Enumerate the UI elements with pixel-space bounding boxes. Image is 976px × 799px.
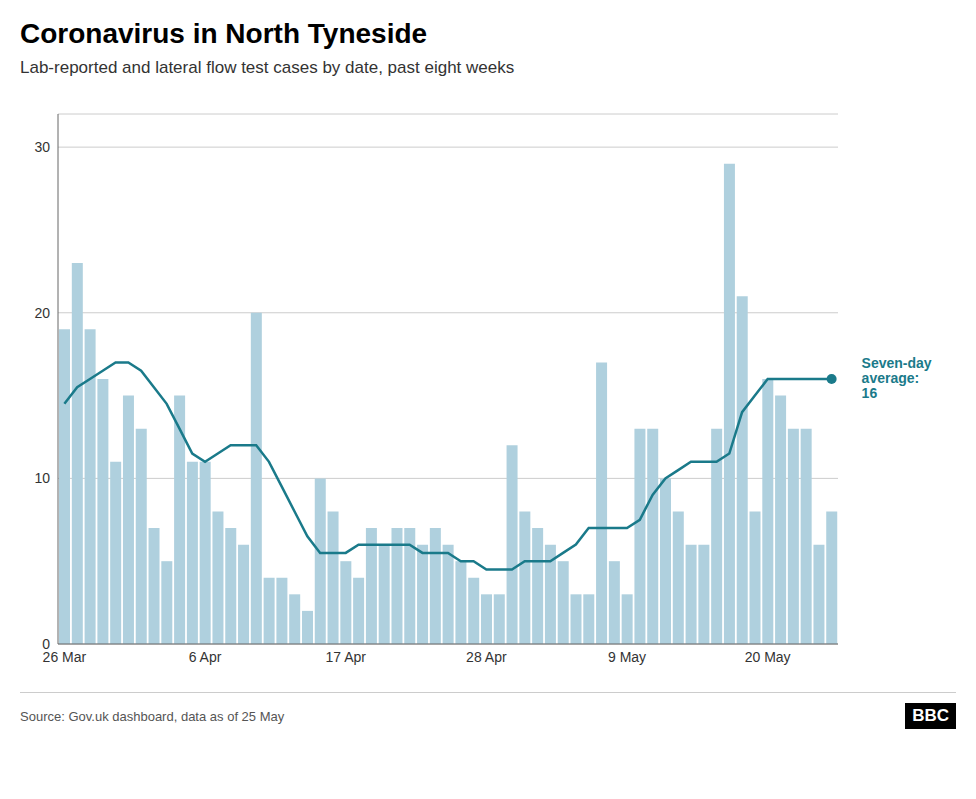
svg-text:0: 0 — [42, 636, 50, 652]
svg-text:9 May: 9 May — [608, 649, 646, 665]
svg-text:28 Apr: 28 Apr — [466, 649, 507, 665]
svg-text:10: 10 — [34, 470, 50, 486]
html-text:BBC: BBC — [912, 706, 949, 725]
html-text:Lab-reported and lateral flow: Lab-reported and lateral flow test cases… — [20, 58, 515, 77]
html-text:Source: Gov.uk dashboard, data: Source: Gov.uk dashboard, data as of 25 … — [20, 708, 285, 724]
html-text:Coronavirus in North Tyneside: Coronavirus in North Tyneside — [20, 18, 428, 49]
svg-text:20 May: 20 May — [745, 649, 791, 665]
svg-text:6 Apr: 6 Apr — [189, 649, 222, 665]
svg-text:17 Apr: 17 Apr — [325, 649, 366, 665]
svg-text:30: 30 — [34, 139, 50, 155]
svg-text:26 Mar: 26 Mar — [42, 648, 87, 665]
svg-text:20: 20 — [34, 305, 50, 321]
svg-text:Seven-dayaverage:16: Seven-dayaverage:16 — [862, 355, 932, 401]
